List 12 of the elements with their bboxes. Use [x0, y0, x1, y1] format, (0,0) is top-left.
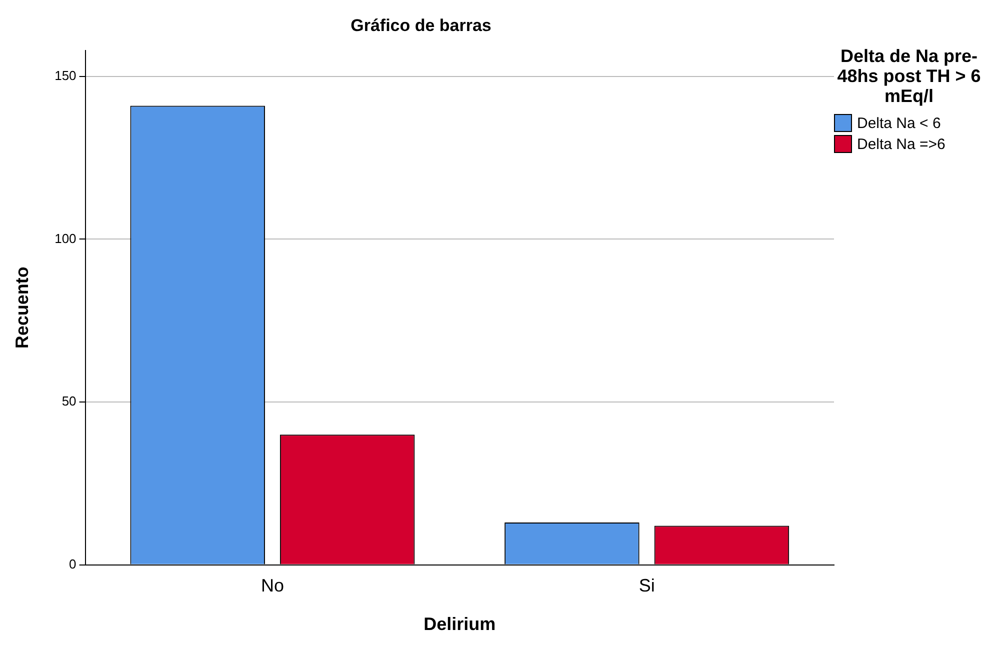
legend-title: Delta de Na pre-48hs post TH > 6 mEq/l [836, 46, 982, 106]
y-tick-label: 150 [54, 68, 76, 84]
x-tick-label: Si [638, 576, 655, 596]
y-tick-label: 100 [54, 230, 76, 246]
x-tick-label: No [260, 576, 284, 596]
y-tick-label: 50 [62, 394, 76, 409]
y-axis-title: Recuento [12, 266, 32, 349]
x-axis-title: Delirium [424, 614, 496, 634]
chart-title: Gráfico de barras [350, 16, 492, 35]
legend-label: Delta Na =>6 [857, 136, 946, 152]
y-tick-label: 0 [69, 556, 76, 572]
legend-label: Delta Na < 6 [857, 114, 941, 132]
